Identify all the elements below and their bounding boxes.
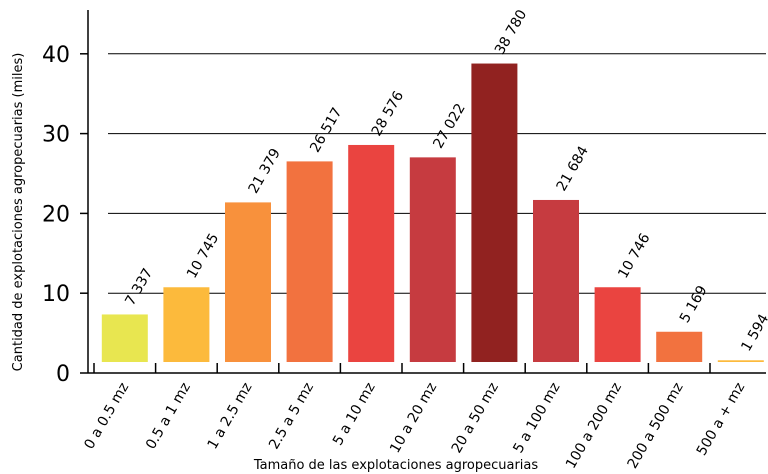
data-label: 21 379 <box>246 146 284 196</box>
axes <box>80 10 766 374</box>
bar <box>594 287 641 362</box>
y-tick-label: 20 <box>42 202 70 227</box>
x-tick-label: 0.5 a 1 mz <box>143 380 194 452</box>
x-tick-label: 500 a + mz <box>694 380 749 458</box>
data-label: 10 745 <box>184 231 222 281</box>
bar <box>656 331 703 362</box>
bar <box>471 63 518 363</box>
bar <box>163 287 210 362</box>
bar <box>286 161 333 362</box>
y-tick-label: 0 <box>56 362 70 387</box>
y-tick-label: 30 <box>42 123 70 148</box>
bars <box>101 63 764 363</box>
y-tick-label: 40 <box>42 43 70 68</box>
bar <box>409 157 456 362</box>
bar <box>717 360 764 362</box>
y-tick-labels: 0 10 20 30 40 <box>42 43 70 387</box>
data-label: 28 576 <box>369 88 407 139</box>
data-label: 7 337 <box>122 266 156 309</box>
y-tick-label: 10 <box>42 282 70 307</box>
x-tick-label: 0 a 0.5 mz <box>81 380 132 452</box>
x-tick-label: 10 a 20 mz <box>387 380 440 456</box>
data-label: 5 169 <box>677 283 711 326</box>
x-tick-label: 5 a 100 mz <box>510 380 563 456</box>
bar <box>533 199 579 362</box>
bar <box>101 314 148 362</box>
x-tick-label: 200 a 500 mz <box>625 380 687 471</box>
x-tick-label: 2.5 a 5 mz <box>266 380 317 452</box>
data-label: 38 780 <box>492 7 530 57</box>
data-label: 10 746 <box>615 231 653 282</box>
x-tick-label: 5 a 10 mz <box>330 380 379 448</box>
x-tick-label: 100 a 200 mz <box>563 380 625 471</box>
data-label: 21 684 <box>554 143 592 194</box>
data-label: 26 517 <box>307 105 345 155</box>
bar <box>225 202 271 362</box>
bar <box>348 144 395 362</box>
x-tick-label: 20 a 50 mz <box>449 380 502 456</box>
data-label: 1 594 <box>738 311 768 354</box>
x-axis-label: Tamaño de las explotaciones agropecuaria… <box>253 458 539 473</box>
x-tick-label: 1 a 2.5 mz <box>205 380 256 452</box>
y-axis-label: Cantidad de explotaciones agropecuarias … <box>11 53 26 372</box>
data-label: 27 022 <box>430 101 468 151</box>
